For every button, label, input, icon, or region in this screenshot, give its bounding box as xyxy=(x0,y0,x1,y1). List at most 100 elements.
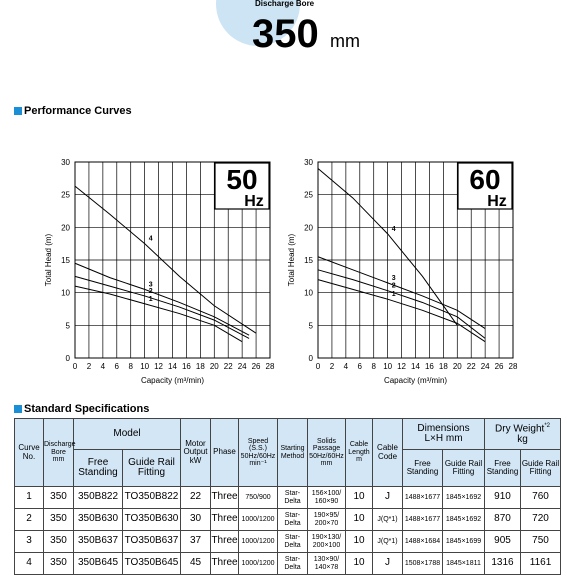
badge-circle xyxy=(216,0,300,46)
table-cell: J xyxy=(372,486,403,509)
y-tick-label: 25 xyxy=(61,191,70,200)
table-cell: 10 xyxy=(345,486,373,509)
x-tick-label: 20 xyxy=(210,362,219,371)
table-cell: 350B822 xyxy=(73,486,123,509)
bore-value: 350 xyxy=(252,12,319,56)
header-text: kg xyxy=(517,433,528,445)
x-tick-label: 4 xyxy=(344,362,349,371)
header-cell: Discharge Bore mm xyxy=(43,418,76,487)
table-cell: 37 xyxy=(180,530,211,553)
table-cell: 1000/1200 xyxy=(238,530,278,553)
table-cell: 2 xyxy=(14,508,44,531)
y-tick-label: 0 xyxy=(66,354,71,363)
header-cell: Dimensions L×H mm xyxy=(402,418,485,450)
table-cell: 130×90/ 140×78 xyxy=(307,552,346,575)
header-cell: Phase xyxy=(210,418,239,487)
table-cell: Star-Delta xyxy=(277,486,308,509)
table-cell: 350 xyxy=(43,508,74,531)
curve-label: 4 xyxy=(392,226,396,233)
table-cell: 1845×1692 xyxy=(442,486,485,509)
panel-box xyxy=(457,162,513,210)
y-tick-label: 0 xyxy=(309,354,314,363)
table-cell: TO350B645 xyxy=(122,552,181,575)
x-tick-label: 12 xyxy=(154,362,163,371)
table-cell: 4 xyxy=(14,552,44,575)
footnote-mark: *2 xyxy=(544,422,550,429)
x-axis-label: Capacity (m³/min) xyxy=(141,376,204,385)
table-cell: 10 xyxy=(345,552,373,575)
table-cell: J xyxy=(372,552,403,575)
x-tick-label: 20 xyxy=(453,362,462,371)
y-tick-label: 5 xyxy=(66,321,71,330)
x-tick-label: 0 xyxy=(73,362,78,371)
x-tick-label: 16 xyxy=(425,362,434,371)
header-cell: Guide Rail Fitting xyxy=(519,449,562,487)
panel-box xyxy=(214,162,270,210)
header-cell: Free Standing xyxy=(73,449,123,487)
table-cell: 350 xyxy=(43,552,74,575)
y-axis-label: Total Head (m) xyxy=(44,233,53,286)
plot-frame xyxy=(74,161,271,359)
curve-label: 3 xyxy=(149,281,153,288)
table-cell: 1000/1200 xyxy=(238,552,278,575)
curve xyxy=(74,275,250,339)
table-cell: 156×100/ 160×90 xyxy=(307,486,346,509)
panel-unit: Hz xyxy=(487,193,507,210)
plot-frame xyxy=(317,161,514,359)
header-cell: Curve No. xyxy=(14,418,44,487)
table-cell: 3 xyxy=(14,530,44,553)
curve-label: 4 xyxy=(149,236,153,243)
header-cell: Speed (S.S.) 50Hz/60Hz min⁻¹ xyxy=(238,418,278,487)
x-tick-label: 22 xyxy=(467,362,476,371)
table-cell: 720 xyxy=(519,508,562,531)
header-cell: Starting Method xyxy=(277,418,308,487)
table-cell: TO350B822 xyxy=(122,486,181,509)
x-tick-label: 18 xyxy=(196,362,205,371)
table-row: 2 350 350B630 TO350B630 30 Three 1000/1200 Star… xyxy=(14,508,562,531)
table-cell: 350B630 xyxy=(73,508,123,531)
curve-label: 1 xyxy=(149,296,153,303)
x-tick-label: 2 xyxy=(330,362,335,371)
table-row: 4 350 350B645 TO350B645 45 Three 1000/1200 Star… xyxy=(14,552,562,575)
curve xyxy=(317,279,486,343)
x-tick-label: 2 xyxy=(87,362,92,371)
x-tick-label: 16 xyxy=(182,362,191,371)
header-cell: Cable Code xyxy=(372,418,403,487)
x-tick-label: 26 xyxy=(252,362,261,371)
table-cell: 350B645 xyxy=(73,552,123,575)
table-cell: 350 xyxy=(43,530,74,553)
header-cell: Guide Rail Fitting xyxy=(442,449,485,487)
curve-label: 3 xyxy=(392,275,396,282)
table-cell: 1488×1677 xyxy=(402,508,443,531)
y-tick-label: 5 xyxy=(309,321,314,330)
panel-label: 60 xyxy=(469,164,500,195)
x-tick-label: 28 xyxy=(509,362,518,371)
curve xyxy=(317,269,486,339)
bore-unit: mm xyxy=(330,31,360,51)
table-cell: 1488×1684 xyxy=(402,530,443,553)
curve xyxy=(74,285,243,343)
spec-table: Curve No. Discharge Bore mm Model Motor … xyxy=(14,418,562,575)
table-cell: 1000/1200 xyxy=(238,508,278,531)
x-axis-label: Capacity (m³/min) xyxy=(384,376,447,385)
table-cell: 750/900 xyxy=(238,486,278,509)
table-cell: 350B637 xyxy=(73,530,123,553)
table-cell: 22 xyxy=(180,486,211,509)
table-cell: 1508×1788 xyxy=(402,552,443,575)
curve xyxy=(74,262,250,336)
y-axis-label: Total Head (m) xyxy=(287,233,296,286)
table-cell: Three xyxy=(210,508,239,531)
x-tick-label: 12 xyxy=(397,362,406,371)
table-cell: 350 xyxy=(43,486,74,509)
table-row: 1 350 350B822 TO350B822 22 Three 750/900 Star-D… xyxy=(14,486,562,509)
panel-unit: Hz xyxy=(244,193,264,210)
table-cell: 910 xyxy=(484,486,521,509)
x-tick-label: 10 xyxy=(383,362,392,371)
table-cell: TO350B630 xyxy=(122,508,181,531)
y-tick-label: 10 xyxy=(61,289,70,298)
section-heading: Standard Specifications xyxy=(14,403,149,415)
header-cell: Free Standing xyxy=(402,449,443,487)
x-tick-label: 26 xyxy=(495,362,504,371)
x-tick-label: 4 xyxy=(101,362,106,371)
